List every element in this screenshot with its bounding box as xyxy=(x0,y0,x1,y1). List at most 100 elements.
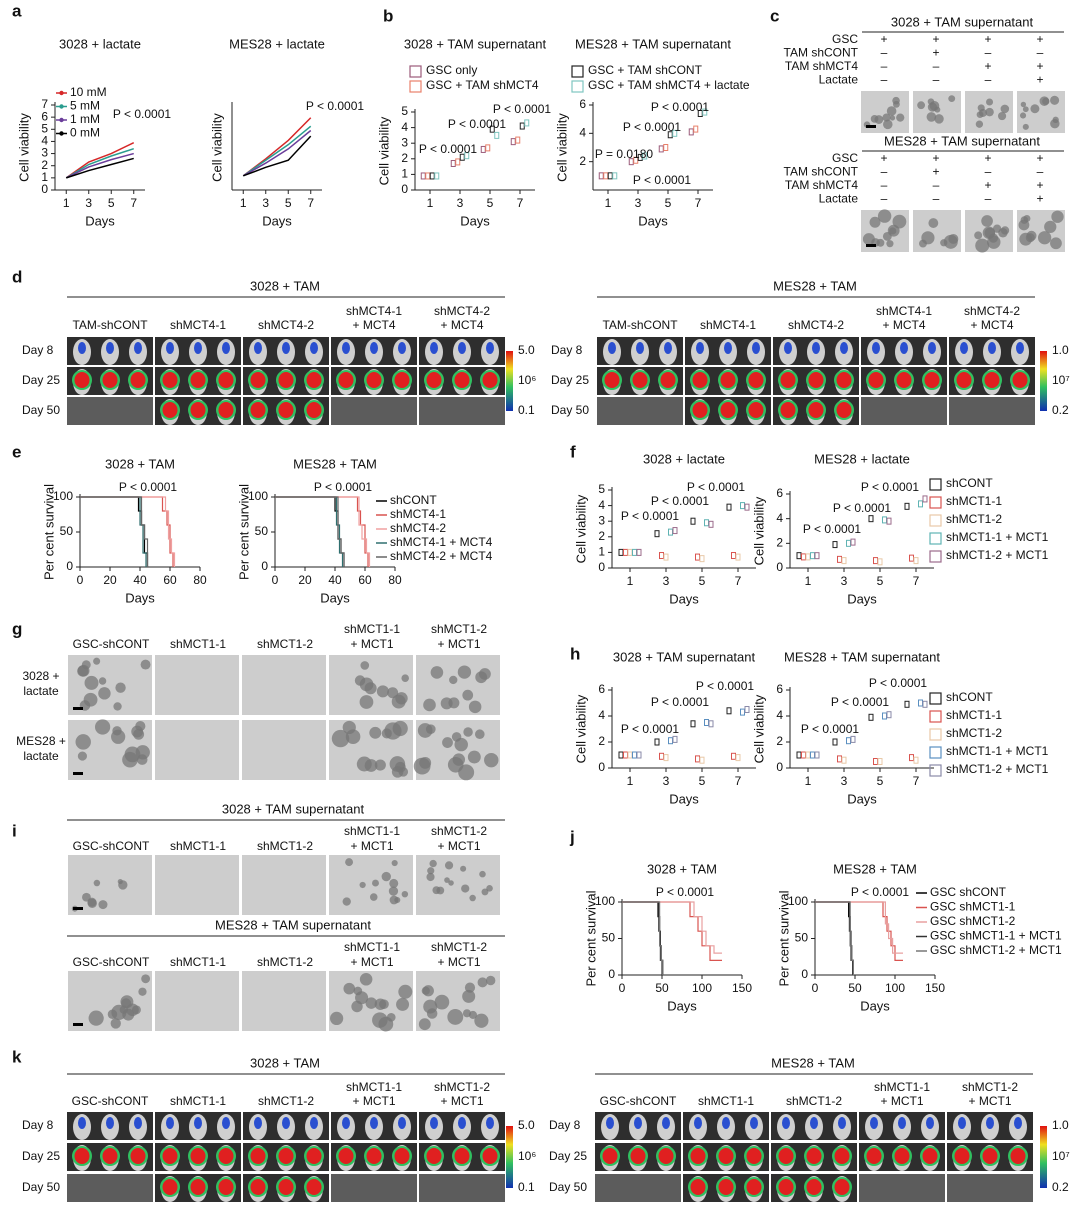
signal xyxy=(898,1117,906,1129)
column-label: + MCT1 xyxy=(968,1094,1011,1108)
survival-curve xyxy=(80,496,174,567)
column-label: shMCT1-1 xyxy=(344,940,400,954)
sign: – xyxy=(933,59,940,73)
box xyxy=(623,548,628,556)
signal xyxy=(924,372,940,388)
x-tick-label: 0 xyxy=(812,981,819,995)
sphere xyxy=(474,1013,489,1028)
micrograph xyxy=(155,655,239,715)
chart-title: MES28 + lactate xyxy=(814,451,910,466)
signal xyxy=(868,372,884,388)
sphere xyxy=(457,665,472,679)
signal xyxy=(986,1117,994,1129)
column-label: shMCT1-2 xyxy=(786,1094,842,1108)
signal xyxy=(102,372,118,388)
column-label: shMCT1-1 xyxy=(170,839,226,853)
x-tick-label: 20 xyxy=(103,573,117,587)
sphere xyxy=(444,877,450,883)
signal xyxy=(278,372,294,388)
legend-label: shCONT xyxy=(946,690,993,704)
column-label: + MCT4 xyxy=(970,318,1013,332)
sphere xyxy=(448,697,460,709)
column-label: GSC-shCONT xyxy=(72,1094,149,1108)
sphere xyxy=(430,666,444,679)
box xyxy=(873,758,878,765)
legend-swatch xyxy=(929,514,942,527)
signal xyxy=(664,342,672,354)
y-tick-label: 1 xyxy=(41,170,48,184)
empty-image xyxy=(331,1174,417,1202)
x-tick-label: 20 xyxy=(298,573,312,587)
colorbar-label: 1.0 xyxy=(1052,1118,1069,1132)
signal xyxy=(486,1117,494,1129)
sphere xyxy=(1023,215,1031,223)
signal xyxy=(190,1148,206,1164)
empty-image xyxy=(597,397,683,425)
y-tick-label: 1 xyxy=(401,167,408,181)
annotation: P < 0.0001 xyxy=(656,885,714,899)
sphere xyxy=(107,1009,118,1020)
legend-swatch xyxy=(929,532,942,545)
panel-label: h xyxy=(570,644,580,663)
row-label: Day 8 xyxy=(551,343,583,357)
annotation: P < 0.0001 xyxy=(861,480,919,494)
sphere xyxy=(892,96,900,105)
y-axis-label: Cell viability xyxy=(16,113,31,182)
colorbar-label: 10⁷ xyxy=(1052,1149,1070,1163)
sphere xyxy=(1020,101,1027,108)
signal xyxy=(982,1148,998,1164)
box xyxy=(801,751,806,759)
sign: + xyxy=(984,59,991,73)
legend-swatch xyxy=(929,478,942,491)
column-label: + MCT1 xyxy=(880,1094,923,1108)
sphere xyxy=(869,216,881,228)
x-tick-label: 1 xyxy=(627,574,634,588)
signal xyxy=(750,1117,758,1129)
signal xyxy=(752,342,760,354)
signal xyxy=(838,1117,846,1129)
colorbar-label: 10⁶ xyxy=(518,373,536,387)
legend-label: shCONT xyxy=(390,493,437,507)
signal xyxy=(1010,1148,1026,1164)
legend-swatch xyxy=(929,692,942,705)
signal xyxy=(162,372,178,388)
annotation: P < 0.0001 xyxy=(869,676,927,690)
signal xyxy=(866,1148,882,1164)
box xyxy=(654,738,660,746)
sphere xyxy=(77,751,87,761)
sphere xyxy=(986,98,994,106)
row-label: Day 8 xyxy=(22,343,54,357)
box xyxy=(846,737,851,745)
annotation: P < 0.0001 xyxy=(696,679,754,693)
signal xyxy=(662,1117,670,1129)
line xyxy=(65,152,134,179)
row-label: Day 8 xyxy=(22,1118,54,1132)
sphere xyxy=(386,1012,396,1022)
signal xyxy=(426,1148,442,1164)
column-label: shMCT4-1 xyxy=(700,318,756,332)
box xyxy=(735,754,741,762)
sphere xyxy=(355,991,369,1005)
micrograph xyxy=(416,855,500,915)
survival-curve xyxy=(622,901,664,975)
signal xyxy=(78,1117,86,1129)
column-label: shMCT1-2 xyxy=(431,824,487,838)
annotation: P < 0.0001 xyxy=(119,480,177,494)
signal xyxy=(806,1179,822,1195)
signal xyxy=(250,402,266,418)
x-tick-label: 7 xyxy=(695,196,702,210)
legend-label: shMCT1-1 + MCT1 xyxy=(946,530,1049,544)
y-tick-label: 0 xyxy=(801,967,808,981)
sphere xyxy=(460,865,467,872)
box xyxy=(810,751,815,759)
row-label: lactate xyxy=(23,749,59,763)
y-axis-label: Per cent survival xyxy=(583,890,598,986)
sphere xyxy=(874,115,884,124)
y-tick-label: 4 xyxy=(598,498,605,512)
column-label: + MCT1 xyxy=(437,955,480,969)
box xyxy=(636,548,642,556)
sphere xyxy=(135,745,150,760)
column-label: shMCT1-2 xyxy=(257,839,313,853)
group-title: MES28 + TAM xyxy=(771,1055,855,1070)
annotation: P < 0.0001 xyxy=(493,102,551,116)
